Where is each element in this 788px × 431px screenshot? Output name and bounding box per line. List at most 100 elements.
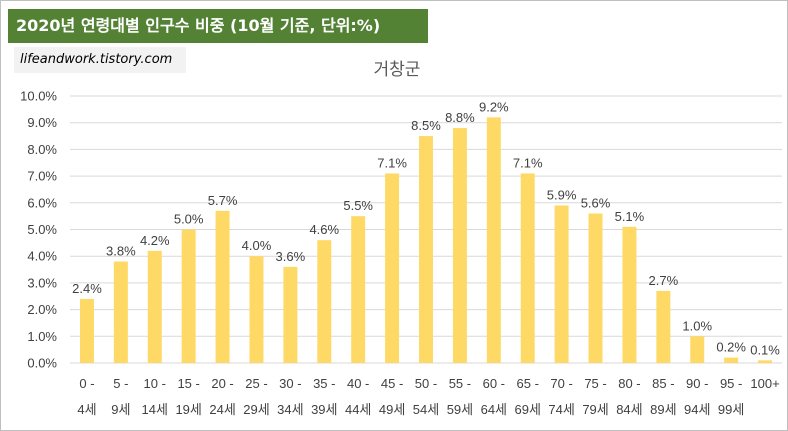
x-tick-label: 15 - <box>177 376 199 391</box>
y-tick-label: 4.0% <box>27 249 57 264</box>
bar <box>554 205 569 363</box>
chart-title: 거창군 <box>374 60 421 80</box>
data-label: 3.6% <box>276 249 306 264</box>
bar <box>520 173 535 363</box>
x-tick-label: 9세 <box>111 402 130 417</box>
data-label: 4.2% <box>140 233 170 248</box>
y-tick-label: 7.0% <box>27 169 57 184</box>
bar <box>452 128 467 363</box>
data-labels: 2.4% 3.8% 4.2% 5.0% 5.7% 4.0% 3.6%4.6% 5.5% 7.1%… <box>72 99 780 357</box>
x-tick-label: 35 - <box>313 376 335 391</box>
data-label: 5.9% <box>547 187 577 202</box>
bar <box>486 117 501 363</box>
data-label: 7.1% <box>377 155 407 170</box>
x-axis: 0 - 4세 5 - 9세 10 - 14세 15 - 19세 20 - 24세 25 - 29세 30… <box>77 376 779 417</box>
x-tick-label: 10 - <box>144 376 166 391</box>
bar <box>622 226 637 363</box>
y-tick-label: 5.0% <box>27 222 57 237</box>
x-tick-label: 14세 <box>142 402 168 417</box>
y-tick-label: 6.0% <box>27 195 57 210</box>
bar <box>317 240 332 363</box>
y-tick-label: 1.0% <box>27 329 57 344</box>
bar <box>588 213 603 363</box>
x-tick-label: 94세 <box>684 402 710 417</box>
x-tick-label: 54세 <box>413 402 439 417</box>
bar <box>351 216 366 363</box>
x-tick-label: 95 - <box>720 376 742 391</box>
data-label: 1.0% <box>682 318 712 333</box>
x-tick-label: 79세 <box>582 402 608 417</box>
x-tick-label: 25 - <box>245 376 267 391</box>
bar <box>419 136 433 363</box>
bar <box>385 173 400 363</box>
data-label: 4.0% <box>242 238 272 253</box>
data-label: 2.7% <box>649 273 679 288</box>
data-label: 9.2% <box>479 99 509 114</box>
x-tick-label: 70 - <box>550 376 572 391</box>
data-label: 5.7% <box>208 193 238 208</box>
x-tick-label: 19세 <box>175 402 201 417</box>
bar <box>249 256 264 363</box>
data-label: 2.4% <box>72 281 102 296</box>
x-tick-label: 39세 <box>311 402 337 417</box>
data-label: 0.1% <box>750 342 780 357</box>
x-tick-label: 84세 <box>616 402 642 417</box>
data-label: 4.6% <box>309 222 339 237</box>
x-tick-label: 29세 <box>243 402 269 417</box>
bar <box>147 250 162 363</box>
data-label: 5.1% <box>615 209 645 224</box>
x-tick-label: 89세 <box>650 402 676 417</box>
x-tick-label: 30 - <box>279 376 301 391</box>
bar <box>79 298 94 363</box>
y-tick-label: 9.0% <box>27 115 57 130</box>
x-tick-label: 34세 <box>277 402 303 417</box>
y-tick-label: 8.0% <box>27 142 57 157</box>
x-tick-label: 49세 <box>379 402 405 417</box>
y-tick-label: 10.0% <box>20 89 57 104</box>
x-tick-label: 69세 <box>515 402 541 417</box>
data-label: 5.5% <box>343 198 373 213</box>
data-label: 7.1% <box>513 155 543 170</box>
bar <box>283 266 298 363</box>
x-tick-label: 80 - <box>618 376 640 391</box>
source-label: lifeandwork.tistory.com <box>14 47 186 73</box>
bar <box>690 336 705 363</box>
x-tick-label: 50 - <box>415 376 437 391</box>
x-tick-label: 65 - <box>517 376 539 391</box>
y-tick-label: 0.0% <box>27 356 57 371</box>
bar <box>656 290 671 363</box>
bars <box>79 117 773 363</box>
y-tick-label: 3.0% <box>27 275 57 290</box>
x-tick-label: 99세 <box>718 402 744 417</box>
x-tick-label: 0 - <box>79 376 94 391</box>
y-axis: 0.0% 1.0% 2.0% 3.0% 4.0% 5.0% 6.0% 7.0% 8.0% 9.0%… <box>20 89 57 371</box>
bar <box>215 210 230 363</box>
x-tick-label: 59세 <box>447 402 473 417</box>
bar <box>724 357 739 363</box>
bar <box>758 360 773 363</box>
data-label: 3.8% <box>106 244 136 259</box>
x-tick-label: 44세 <box>345 402 371 417</box>
y-tick-label: 2.0% <box>27 302 57 317</box>
data-label: 0.2% <box>716 340 746 355</box>
x-tick-label: 20 - <box>211 376 233 391</box>
x-tick-label: 64세 <box>481 402 507 417</box>
x-tick-label: 55 - <box>449 376 471 391</box>
x-tick-label: 74세 <box>548 402 574 417</box>
bar <box>113 261 128 363</box>
x-tick-label: 5 - <box>113 376 128 391</box>
x-tick-label: 4세 <box>77 402 96 417</box>
page-title: 2020년 연령대별 인구수 비중 (10월 기준, 단위:%) <box>8 9 428 43</box>
data-label: 8.8% <box>445 110 475 125</box>
x-tick-label: 24세 <box>209 402 235 417</box>
x-tick-label: 85 - <box>652 376 674 391</box>
data-label: 8.5% <box>411 118 441 133</box>
data-label: 5.0% <box>174 212 204 227</box>
x-tick-label: 60 - <box>483 376 505 391</box>
data-label: 5.6% <box>581 195 611 210</box>
bar <box>181 229 196 363</box>
x-tick-label: 40 - <box>347 376 369 391</box>
x-tick-label: 45 - <box>381 376 403 391</box>
x-tick-label: 75 - <box>584 376 606 391</box>
